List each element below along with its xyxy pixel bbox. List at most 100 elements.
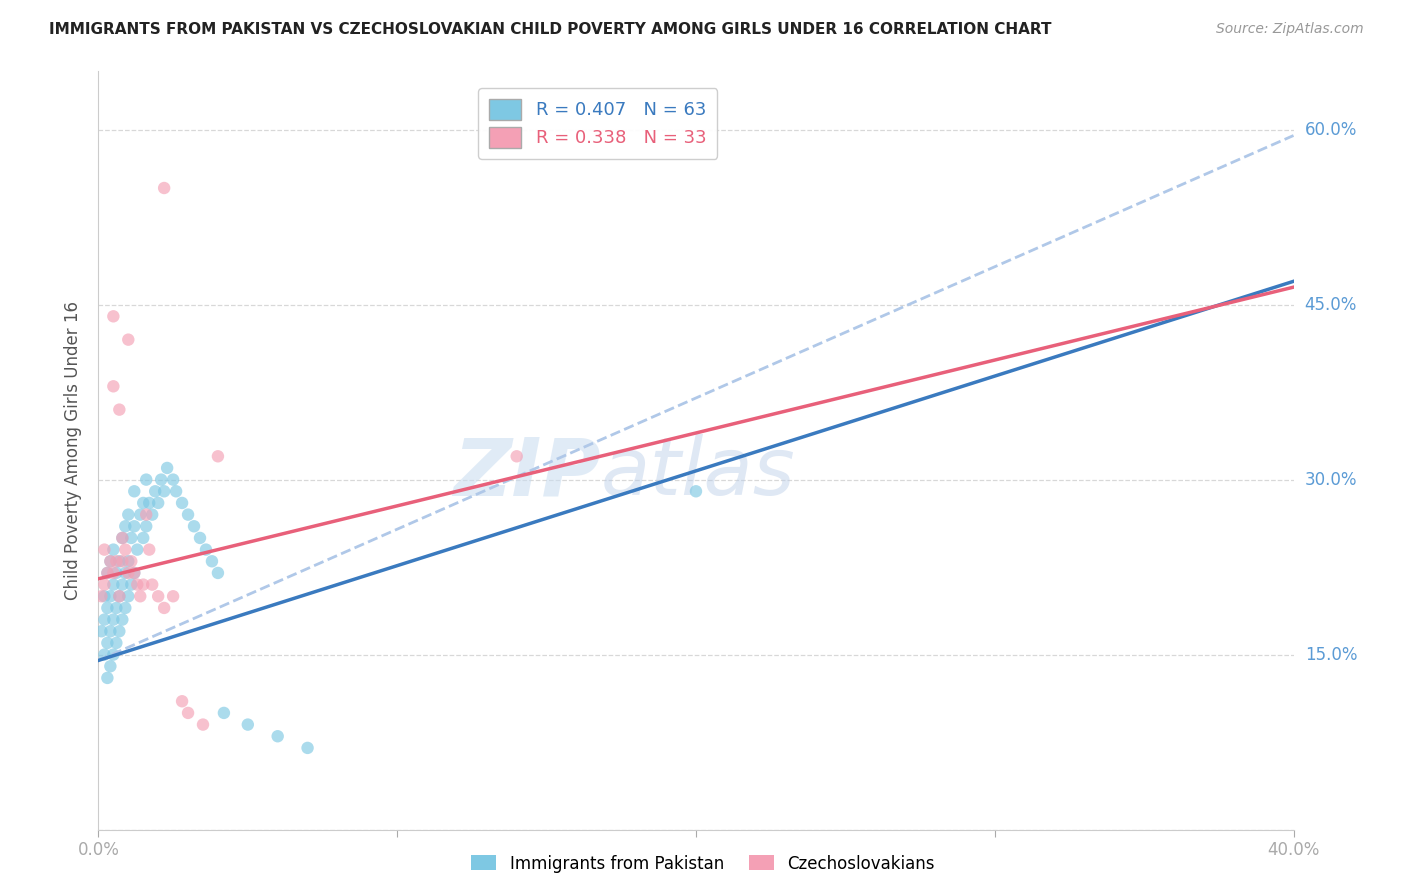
Point [127, 542, 149, 557]
Text: 45.0%: 45.0% [1305, 295, 1357, 314]
Point [103, 542, 125, 557]
Text: 30.0%: 30.0% [1305, 471, 1357, 489]
Point [114, 542, 136, 557]
Point [183, 519, 205, 533]
Point [103, 566, 125, 580]
Point [114, 601, 136, 615]
Point [90, 589, 112, 603]
Point [201, 554, 224, 568]
Point [105, 566, 128, 580]
Point [120, 554, 142, 568]
Point [267, 729, 290, 743]
Text: ZIP: ZIP [453, 434, 600, 512]
Point [93, 613, 115, 627]
Point [165, 484, 187, 499]
Point [105, 554, 128, 568]
Point [117, 554, 139, 568]
Point [153, 601, 176, 615]
Point [207, 450, 229, 464]
Point [148, 589, 170, 603]
Point [162, 473, 184, 487]
Point [212, 706, 235, 720]
Point [120, 531, 142, 545]
Point [98, 554, 122, 568]
Point [111, 554, 134, 568]
Point [103, 379, 125, 393]
Point [108, 589, 131, 603]
Point [105, 601, 128, 615]
Point [143, 484, 166, 499]
Legend: Immigrants from Pakistan, Czechoslovakians: Immigrants from Pakistan, Czechoslovakia… [464, 848, 942, 880]
Point [141, 577, 163, 591]
Point [127, 577, 149, 591]
Point [90, 624, 112, 639]
Point [138, 496, 160, 510]
Point [177, 706, 200, 720]
Text: Source: ZipAtlas.com: Source: ZipAtlas.com [1216, 22, 1364, 37]
Point [117, 566, 139, 580]
Point [111, 531, 134, 545]
Text: IMMIGRANTS FROM PAKISTAN VS CZECHOSLOVAKIAN CHILD POVERTY AMONG GIRLS UNDER 16 C: IMMIGRANTS FROM PAKISTAN VS CZECHOSLOVAK… [49, 22, 1052, 37]
Point [93, 589, 115, 603]
Point [93, 577, 115, 591]
Point [132, 577, 155, 591]
Point [124, 484, 146, 499]
Point [506, 450, 529, 464]
Point [120, 577, 142, 591]
Point [105, 636, 128, 650]
Point [98, 659, 122, 673]
Point [108, 624, 131, 639]
Point [96, 601, 118, 615]
Point [117, 333, 139, 347]
Point [103, 310, 125, 324]
Point [108, 402, 131, 417]
Point [191, 717, 214, 731]
Point [98, 624, 122, 639]
Y-axis label: Child Poverty Among Girls Under 16: Child Poverty Among Girls Under 16 [65, 301, 83, 600]
Point [138, 542, 160, 557]
Point [103, 613, 125, 627]
Point [96, 566, 118, 580]
Point [111, 531, 134, 545]
Point [148, 496, 170, 510]
Point [685, 484, 707, 499]
Text: 60.0%: 60.0% [1305, 120, 1357, 138]
Text: atlas: atlas [600, 434, 796, 512]
Point [108, 554, 131, 568]
Point [153, 181, 176, 195]
Point [153, 484, 176, 499]
Point [150, 473, 173, 487]
Point [114, 519, 136, 533]
Point [114, 566, 136, 580]
Point [141, 508, 163, 522]
Point [132, 496, 155, 510]
Point [117, 589, 139, 603]
Point [98, 589, 122, 603]
Point [124, 566, 146, 580]
Legend: R = 0.407   N = 63, R = 0.338   N = 33: R = 0.407 N = 63, R = 0.338 N = 33 [478, 88, 717, 159]
Point [207, 566, 229, 580]
Point [177, 508, 200, 522]
Point [111, 613, 134, 627]
Point [162, 589, 184, 603]
Point [129, 589, 152, 603]
Point [98, 554, 122, 568]
Point [135, 473, 157, 487]
Point [103, 648, 125, 662]
Point [96, 671, 118, 685]
Point [156, 461, 179, 475]
Point [124, 566, 146, 580]
Point [96, 566, 118, 580]
Point [132, 531, 155, 545]
Point [188, 531, 211, 545]
Point [236, 717, 259, 731]
Point [111, 577, 134, 591]
Point [135, 519, 157, 533]
Point [129, 508, 152, 522]
Point [172, 496, 194, 510]
Point [93, 648, 115, 662]
Point [117, 508, 139, 522]
Point [297, 740, 319, 755]
Text: 15.0%: 15.0% [1305, 646, 1357, 664]
Point [124, 519, 146, 533]
